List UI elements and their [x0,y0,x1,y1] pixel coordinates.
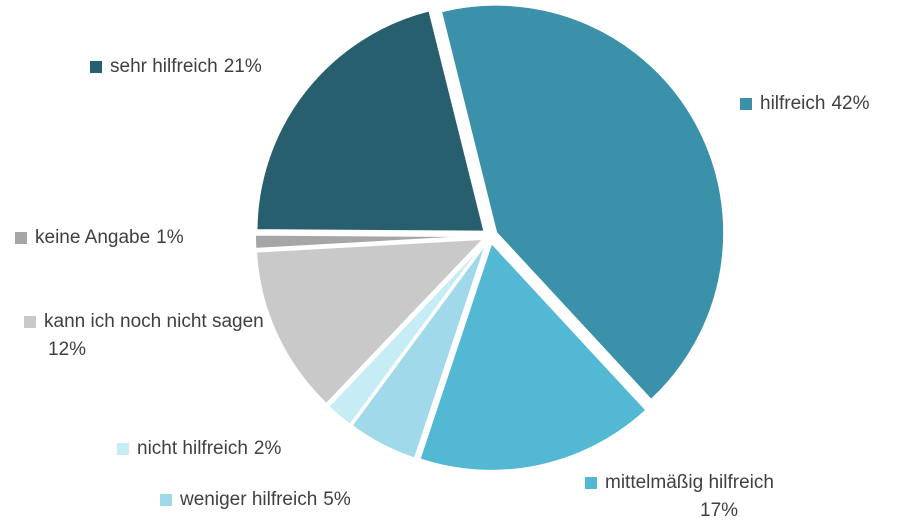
value-label: 1% [156,227,184,248]
value-label: 5% [323,489,351,510]
legend-swatch [117,443,129,455]
category-label: weniger hilfreich [179,489,317,510]
pie-slice [439,3,726,402]
data-label: sehr hilfreich 21% [110,56,262,77]
value-label: 42% [831,93,869,114]
legend-swatch [585,477,597,489]
category-label: mittelmäßig hilfreich [605,472,774,493]
pie-slice [418,240,648,472]
data-label: kann ich noch nicht sagen 12% [44,311,264,360]
legend-swatch [160,494,172,506]
value-label: 21% [224,56,262,77]
data-label: nicht hilfreich 2% [137,438,281,459]
pie-slice [326,240,487,427]
legend-swatch [24,316,36,328]
pie-slice [254,233,484,250]
pie-slice [254,237,487,406]
value-label: 2% [254,438,282,459]
category-label: sehr hilfreich [110,56,218,77]
data-label: hilfreich 42% [760,93,870,114]
category-label: keine Angabe [35,227,150,248]
data-label: weniger hilfreich 5% [179,489,351,510]
legend-swatch [740,98,752,110]
value-label: 17% [700,500,738,521]
data-label: keine Angabe 1% [35,227,184,248]
pie-slice [255,9,486,233]
legend-swatch [90,61,102,73]
pie-slice [350,241,488,460]
data-label: mittelmäßig hilfreich 17% [605,472,774,521]
category-label: nicht hilfreich [137,438,248,459]
value-label: 12% [48,339,86,360]
category-label: kann ich noch nicht sagen [44,311,264,332]
category-label: hilfreich [760,93,825,114]
legend-swatch [15,232,27,244]
